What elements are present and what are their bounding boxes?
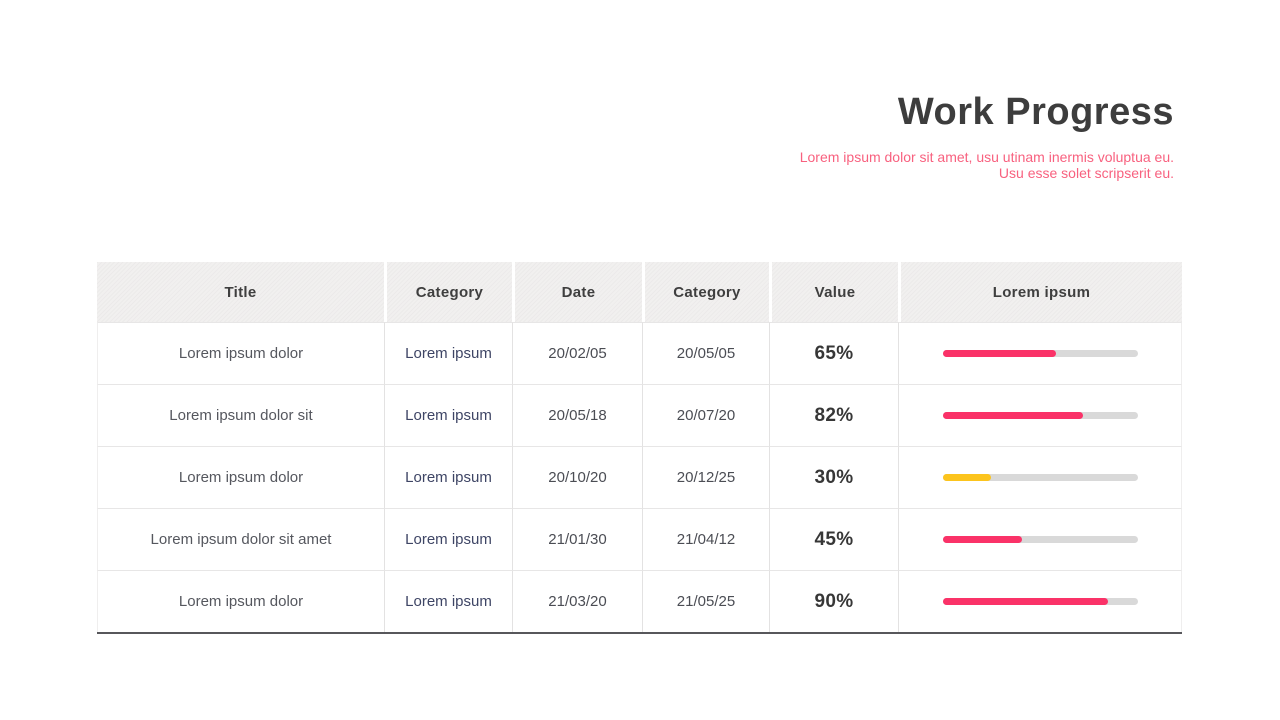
- page-subtitle: Lorem ipsum dolor sit amet, usu utinam i…: [800, 149, 1174, 182]
- column-header-date: Date: [512, 262, 642, 322]
- cell-date-2: 20/12/25: [642, 446, 769, 508]
- cell-date-2: 21/05/25: [642, 570, 769, 632]
- cell-category: Lorem ipsum: [384, 322, 512, 384]
- cell-title: Lorem ipsum dolor sit amet: [97, 508, 384, 570]
- progress-bar-track: [942, 536, 1138, 543]
- cell-date-2: 20/05/05: [642, 322, 769, 384]
- cell-date: 21/01/30: [512, 508, 642, 570]
- cell-progress: [898, 384, 1182, 446]
- cell-title: Lorem ipsum dolor sit: [97, 384, 384, 446]
- heading-block: Work Progress Lorem ipsum dolor sit amet…: [800, 91, 1174, 182]
- cell-date: 20/02/05: [512, 322, 642, 384]
- cell-progress: [898, 508, 1182, 570]
- progress-bar-track: [942, 474, 1138, 481]
- cell-category: Lorem ipsum: [384, 508, 512, 570]
- progress-bar-fill: [942, 350, 1056, 357]
- cell-date-2: 20/07/20: [642, 384, 769, 446]
- cell-value: 30%: [769, 446, 898, 508]
- column-header-category-2: Category: [642, 262, 769, 322]
- column-header-value: Value: [769, 262, 898, 322]
- subtitle-line-1: Lorem ipsum dolor sit amet, usu utinam i…: [799, 148, 1174, 165]
- cell-category: Lorem ipsum: [384, 446, 512, 508]
- cell-title: Lorem ipsum dolor: [97, 446, 384, 508]
- subtitle-line-2: Usu esse solet scripserit eu.: [998, 165, 1174, 182]
- progress-bar-fill: [942, 598, 1109, 605]
- cell-value: 65%: [769, 322, 898, 384]
- cell-category: Lorem ipsum: [384, 570, 512, 632]
- progress-bar-fill: [942, 536, 1023, 543]
- cell-date-2: 21/04/12: [642, 508, 769, 570]
- progress-bar-fill: [942, 412, 1083, 419]
- cell-progress: [898, 446, 1182, 508]
- cell-progress: [898, 570, 1182, 632]
- cell-date: 20/05/18: [512, 384, 642, 446]
- progress-bar-fill: [942, 474, 992, 481]
- page-title: Work Progress: [897, 91, 1174, 133]
- progress-bar-track: [942, 350, 1138, 357]
- progress-table: Title Category Date Category Value Lorem…: [97, 262, 1182, 634]
- cell-value: 45%: [769, 508, 898, 570]
- cell-title: Lorem ipsum dolor: [97, 322, 384, 384]
- cell-value: 82%: [769, 384, 898, 446]
- column-header-lorem-ipsum: Lorem ipsum: [898, 262, 1182, 322]
- cell-date: 20/10/20: [512, 446, 642, 508]
- cell-date: 21/03/20: [512, 570, 642, 632]
- column-header-category: Category: [384, 262, 512, 322]
- cell-title: Lorem ipsum dolor: [97, 570, 384, 632]
- column-header-title: Title: [97, 262, 384, 322]
- cell-category: Lorem ipsum: [384, 384, 512, 446]
- progress-bar-track: [942, 598, 1138, 605]
- cell-value: 90%: [769, 570, 898, 632]
- cell-progress: [898, 322, 1182, 384]
- progress-bar-track: [942, 412, 1138, 419]
